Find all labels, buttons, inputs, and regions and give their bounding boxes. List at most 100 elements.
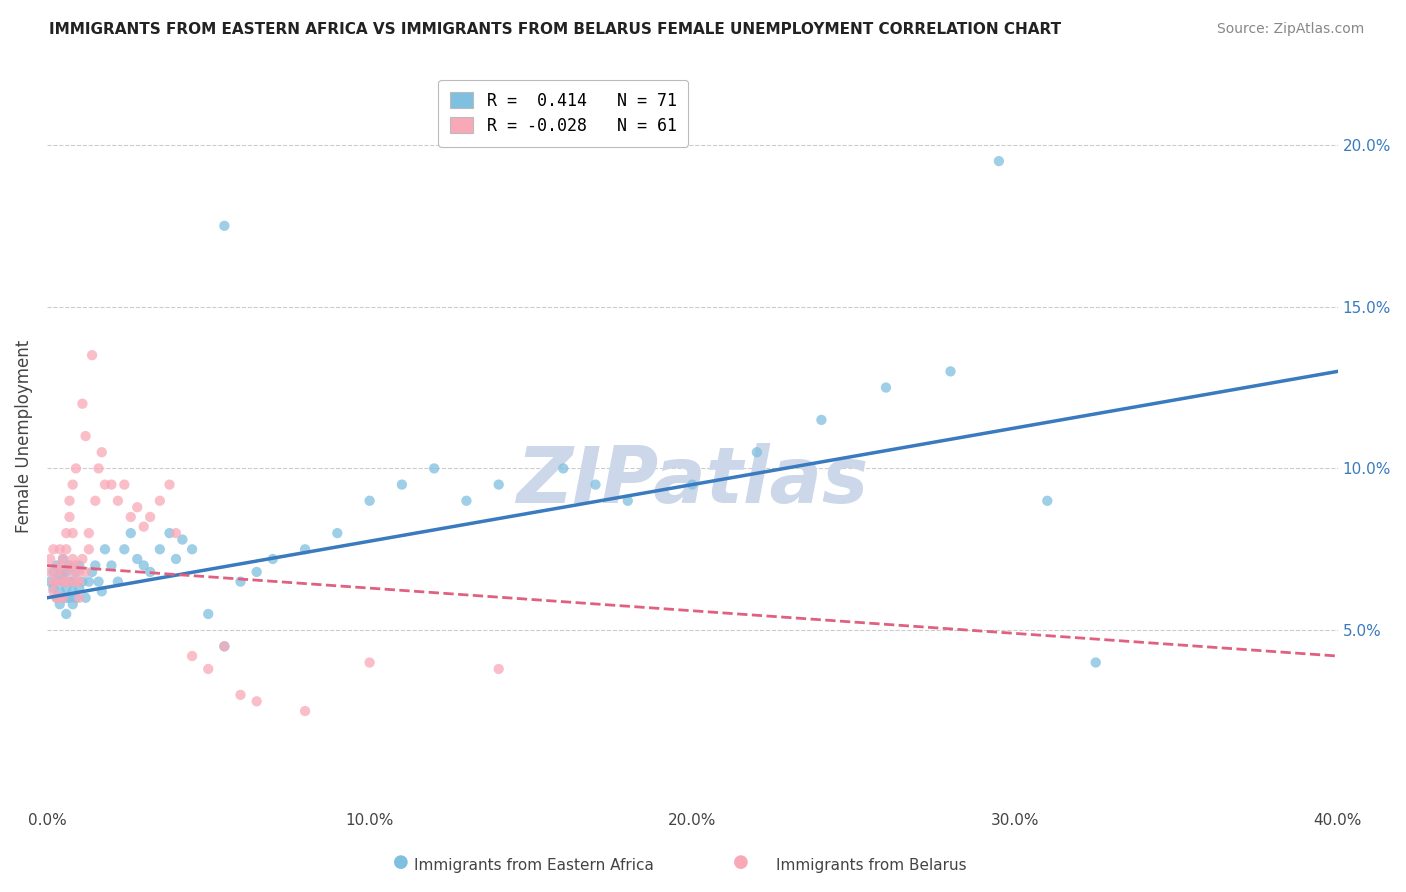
Point	[52, 552, 75, 566]
Point	[181, 648, 204, 663]
Point	[229, 688, 252, 702]
Point	[359, 656, 381, 670]
Point	[939, 364, 962, 378]
Point	[75, 565, 97, 579]
Point	[132, 558, 155, 573]
Point	[52, 565, 75, 579]
Point	[159, 526, 181, 541]
Point	[585, 477, 607, 491]
Point	[49, 597, 72, 611]
Point	[172, 533, 194, 547]
Point	[90, 445, 112, 459]
Point	[52, 574, 75, 589]
Point	[49, 558, 72, 573]
Point	[65, 574, 87, 589]
Point	[55, 581, 77, 595]
Point	[52, 591, 75, 605]
Point	[75, 591, 97, 605]
Text: ●: ●	[392, 853, 409, 871]
Point	[197, 607, 219, 621]
Point	[42, 574, 65, 589]
Point	[55, 591, 77, 605]
Point	[246, 694, 269, 708]
Point	[94, 477, 117, 491]
Point	[58, 493, 80, 508]
Point	[745, 445, 768, 459]
Point	[456, 493, 478, 508]
Point	[214, 219, 236, 233]
Point	[553, 461, 575, 475]
Point	[65, 565, 87, 579]
Point	[52, 552, 75, 566]
Point	[55, 565, 77, 579]
Point	[62, 552, 84, 566]
Point	[987, 154, 1010, 169]
Point	[45, 565, 67, 579]
Point	[62, 565, 84, 579]
Point	[229, 574, 252, 589]
Text: Immigrants from Eastern Africa: Immigrants from Eastern Africa	[415, 858, 654, 873]
Point	[197, 662, 219, 676]
Point	[42, 542, 65, 557]
Point	[875, 380, 897, 394]
Point	[67, 581, 90, 595]
Point	[49, 584, 72, 599]
Point	[149, 542, 172, 557]
Point	[39, 574, 62, 589]
Point	[294, 704, 316, 718]
Point	[84, 558, 107, 573]
Point	[90, 584, 112, 599]
Point	[49, 568, 72, 582]
Point	[62, 597, 84, 611]
Legend: R =  0.414   N = 71, R = -0.028   N = 61: R = 0.414 N = 71, R = -0.028 N = 61	[439, 79, 689, 146]
Point	[326, 526, 349, 541]
Point	[139, 565, 162, 579]
Point	[65, 558, 87, 573]
Point	[58, 574, 80, 589]
Point	[1036, 493, 1059, 508]
Point	[58, 574, 80, 589]
Point	[84, 493, 107, 508]
Point	[294, 542, 316, 557]
Point	[58, 510, 80, 524]
Point	[77, 526, 100, 541]
Point	[52, 591, 75, 605]
Point	[127, 500, 149, 515]
Point	[391, 477, 413, 491]
Point	[100, 477, 122, 491]
Point	[55, 526, 77, 541]
Point	[75, 429, 97, 443]
Point	[246, 565, 269, 579]
Point	[67, 591, 90, 605]
Point	[1084, 656, 1107, 670]
Y-axis label: Female Unemployment: Female Unemployment	[15, 340, 32, 533]
Point	[181, 542, 204, 557]
Text: ●: ●	[733, 853, 749, 871]
Point	[62, 477, 84, 491]
Point	[139, 510, 162, 524]
Point	[165, 552, 187, 566]
Point	[58, 591, 80, 605]
Point	[67, 574, 90, 589]
Text: Source: ZipAtlas.com: Source: ZipAtlas.com	[1216, 22, 1364, 37]
Point	[58, 558, 80, 573]
Point	[58, 558, 80, 573]
Text: Immigrants from Belarus: Immigrants from Belarus	[776, 858, 967, 873]
Point	[55, 607, 77, 621]
Point	[77, 574, 100, 589]
Point	[72, 574, 94, 589]
Point	[67, 565, 90, 579]
Point	[62, 584, 84, 599]
Point	[72, 552, 94, 566]
Point	[681, 477, 703, 491]
Text: IMMIGRANTS FROM EASTERN AFRICA VS IMMIGRANTS FROM BELARUS FEMALE UNEMPLOYMENT CO: IMMIGRANTS FROM EASTERN AFRICA VS IMMIGR…	[49, 22, 1062, 37]
Point	[120, 510, 142, 524]
Point	[810, 413, 832, 427]
Point	[359, 493, 381, 508]
Point	[49, 591, 72, 605]
Point	[100, 558, 122, 573]
Point	[72, 397, 94, 411]
Point	[165, 526, 187, 541]
Point	[149, 493, 172, 508]
Point	[52, 574, 75, 589]
